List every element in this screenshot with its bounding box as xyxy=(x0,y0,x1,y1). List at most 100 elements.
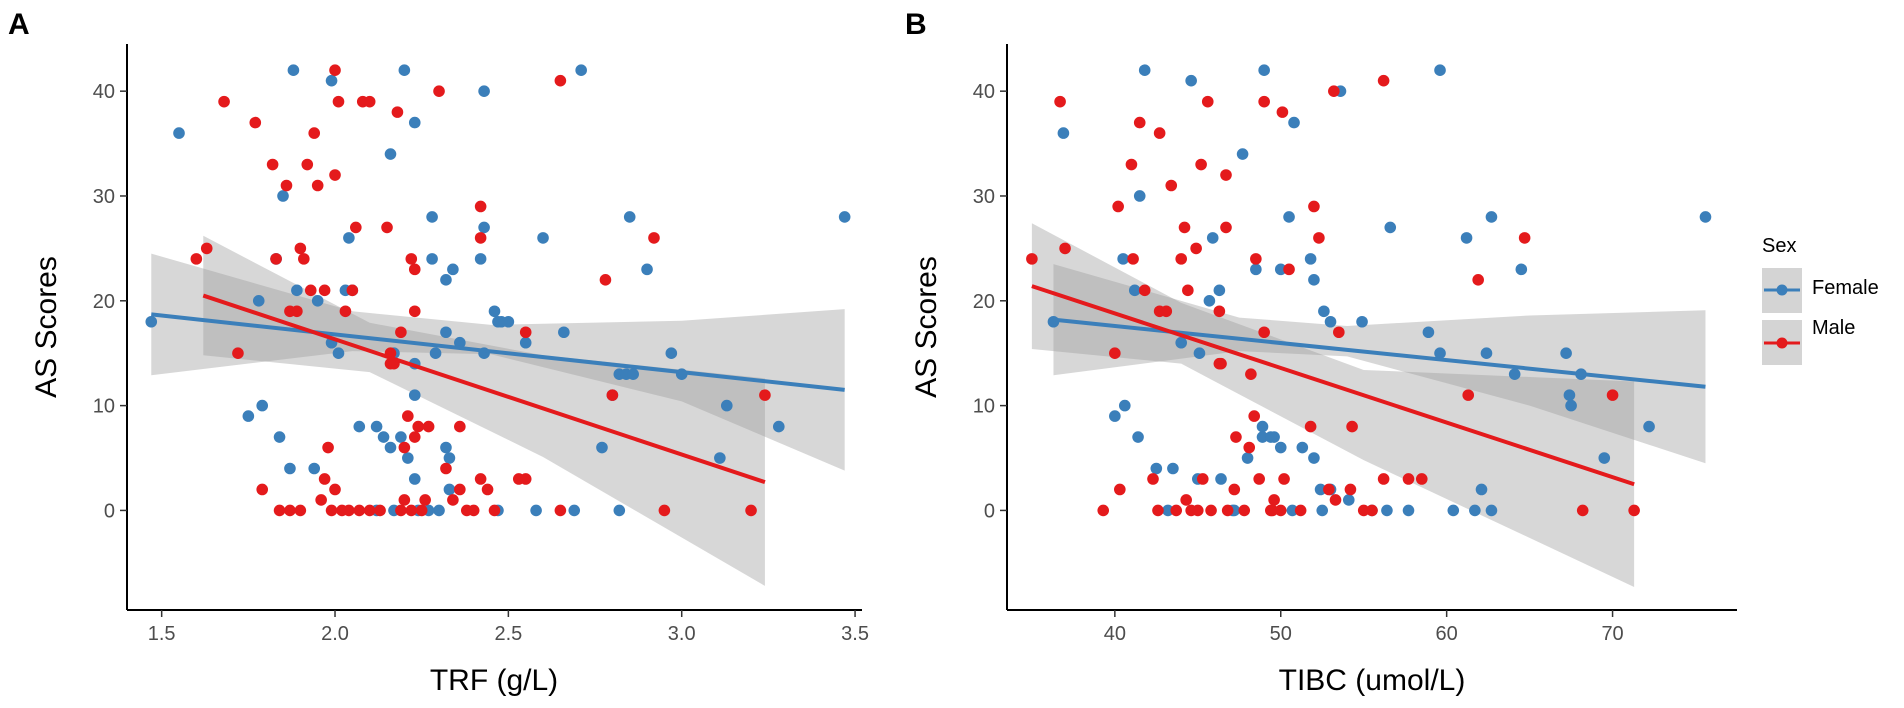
panel-a-point-female xyxy=(353,420,366,433)
panel-a-point-female xyxy=(492,315,504,328)
panel-b-point-male xyxy=(1402,473,1415,485)
panel-a-point-female xyxy=(627,368,639,380)
panel-b-point-male xyxy=(1114,483,1126,496)
panel-b-point-female xyxy=(1215,473,1227,485)
panel-a-x-tick-label: 3.0 xyxy=(668,623,696,645)
panel-b-point-female xyxy=(1447,504,1460,517)
panel-b-points xyxy=(1026,64,1712,517)
panel-b-point-male xyxy=(1377,473,1390,485)
panel-a-point-male xyxy=(294,504,307,517)
panel-a-point-male xyxy=(284,504,296,517)
panel-a-point-male xyxy=(405,253,418,265)
panel-b-point-male xyxy=(1054,95,1066,108)
panel-a-point-female xyxy=(478,221,490,234)
panel-b-fit-line-male xyxy=(1031,284,1635,487)
panel-b-point-male xyxy=(1333,326,1345,339)
panel-b-point-male xyxy=(1294,504,1307,517)
panel-a-point-female xyxy=(377,431,390,443)
panel-b-x-axis-title: TIBC (umol/L) xyxy=(1279,664,1466,697)
panel-a-y-tick-label: 40 xyxy=(93,81,115,103)
panel-a-point-male xyxy=(454,420,466,433)
panel-a-points xyxy=(145,64,851,517)
panel-a-point-male xyxy=(606,389,619,401)
panel-a-point-male xyxy=(218,95,230,108)
panel-a-point-male xyxy=(329,483,341,496)
panel-b-point-female xyxy=(1256,431,1269,443)
panel-b-point-male xyxy=(1147,473,1159,485)
panel-b-fit-lines xyxy=(1031,284,1706,487)
panel-b-point-female xyxy=(1206,232,1219,244)
panel-a-point-male xyxy=(318,284,331,297)
panel-b-point-female xyxy=(1283,211,1295,223)
panel-b-point-male xyxy=(1026,253,1038,265)
panel-b-point-male xyxy=(1628,504,1640,517)
panel-a-point-female xyxy=(623,211,636,223)
panel-a-point-male xyxy=(408,431,421,443)
panel-b-point-female xyxy=(1138,64,1151,77)
legend-label-male: Male xyxy=(1812,317,1855,339)
panel-b-point-male xyxy=(1205,504,1217,517)
panel-a-y-tick-label: 0 xyxy=(104,500,115,522)
panel-b-point-female xyxy=(1324,315,1337,328)
panel-b-point-male xyxy=(1266,504,1279,517)
panel-b-point-female xyxy=(1203,294,1216,307)
panel-b-point-male xyxy=(1346,420,1358,433)
panel-b-point-female xyxy=(1118,399,1131,412)
panel-a-point-male xyxy=(353,504,366,517)
panel-b-y-tick-label: 30 xyxy=(973,186,995,208)
panel-b-x-tick-label: 50 xyxy=(1270,623,1292,645)
panel-b-point-female xyxy=(1434,64,1446,77)
panel-b-point-female xyxy=(1342,494,1355,506)
panel-b-point-male xyxy=(1112,200,1124,213)
panel-b-point-female xyxy=(1469,504,1481,517)
panel-a-point-female xyxy=(402,452,414,464)
panel-a-point-male xyxy=(481,483,494,496)
panel-a-point-male xyxy=(467,504,480,517)
panel-a-point-male xyxy=(329,169,341,181)
panel-b-point-male xyxy=(1195,158,1207,171)
panel-a-point-female xyxy=(343,232,355,244)
panel-a-y-tick-label: 30 xyxy=(93,186,115,208)
panel-a-point-female xyxy=(596,441,608,454)
panel-b-point-male xyxy=(1518,232,1531,244)
panel-a-point-female xyxy=(287,64,300,77)
panel-b-point-male xyxy=(1248,410,1261,422)
panel-b-point-female xyxy=(1304,253,1317,265)
panel-a-point-female xyxy=(252,294,265,307)
panel-b-point-male xyxy=(1182,284,1194,297)
panel-b-y-axis-title: AS Scores xyxy=(910,256,943,398)
panel-a-point-male xyxy=(332,95,345,108)
panel-a-point-female xyxy=(408,116,421,129)
panel-b-point-male xyxy=(1127,253,1139,265)
panel-a-point-male xyxy=(488,504,501,517)
panel-a-point-female xyxy=(308,462,321,475)
panel-b-point-female xyxy=(1560,347,1572,360)
panel-b-point-male xyxy=(1190,242,1202,255)
panel-a-point-male xyxy=(329,64,341,77)
panel-a-fit-line-female xyxy=(151,312,845,392)
panel-a-point-female xyxy=(291,284,303,297)
panel-b-point-female xyxy=(1213,284,1226,297)
panel-a-point-male xyxy=(363,95,376,108)
panel-b-point-female xyxy=(1296,441,1309,454)
panel-b-point-female xyxy=(1598,452,1611,464)
panel-b-point-female xyxy=(1241,452,1254,464)
panel-a-point-female xyxy=(242,410,255,422)
panel-b-point-female xyxy=(1565,399,1577,412)
panel-b-ci-band-male xyxy=(1031,223,1635,587)
panel-a-point-female xyxy=(408,473,421,485)
panel-a-point-female xyxy=(429,347,442,360)
panel-b-point-male xyxy=(1344,483,1357,496)
panel-a-point-female xyxy=(145,315,158,328)
panel-a-point-male xyxy=(658,504,671,517)
panel-a-point-female xyxy=(568,504,581,517)
panel-a-point-female xyxy=(273,431,286,443)
panel-b-x-tick-label: 40 xyxy=(1104,623,1126,645)
panel-b-point-female xyxy=(1480,347,1493,360)
panel-a-point-female xyxy=(311,294,324,307)
panel-a-point-male xyxy=(474,473,487,485)
panel-a-ci-band-female xyxy=(151,253,845,471)
panel-a-point-male xyxy=(412,420,425,433)
panel-a-point-female xyxy=(440,326,452,339)
